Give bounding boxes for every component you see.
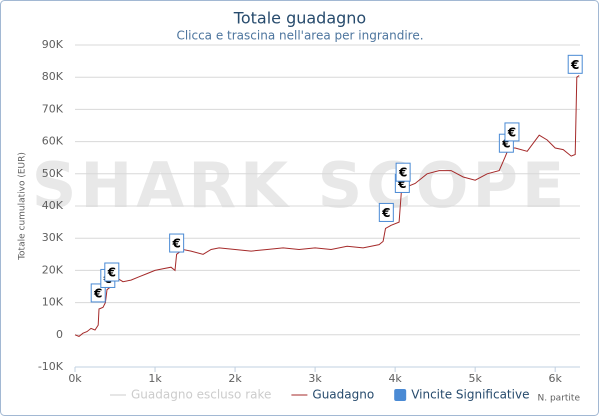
flag-box	[395, 162, 411, 182]
flag-label: €	[398, 166, 407, 180]
x-tick-label: 4k	[388, 372, 402, 385]
flag-box	[169, 233, 185, 253]
y-tick-label: 40K	[42, 199, 64, 212]
y-tick-label: -10K	[38, 360, 64, 373]
flag: €	[104, 262, 120, 282]
x-tick-label: 1k	[148, 372, 162, 385]
y-tick-label: 90K	[42, 38, 64, 51]
x-tick-label: 6k	[549, 372, 563, 385]
flag-label: €	[501, 137, 510, 151]
y-axis-title: Totale cumulativo (EUR)	[18, 152, 28, 261]
y-tick-label: 80K	[42, 70, 64, 83]
y-tick-label: 70K	[42, 102, 64, 115]
legend-label[interactable]: Vincite Significative	[411, 388, 529, 402]
flag-box	[504, 122, 520, 142]
flag-label: €	[507, 125, 516, 139]
flag: €	[395, 162, 411, 182]
flag-label: €	[397, 177, 406, 191]
flag: €	[169, 233, 185, 253]
y-tick-label: 50K	[42, 167, 64, 180]
x-tick-label: 3k	[308, 372, 322, 385]
flag: €	[90, 283, 106, 303]
series-line	[74, 75, 580, 337]
flag-box	[567, 54, 583, 74]
y-tick-label: 20K	[42, 263, 64, 276]
y-tick-label: 60K	[42, 135, 64, 148]
flag-label: €	[381, 206, 390, 220]
x-tick-label: 2k	[228, 372, 242, 385]
x-axis-title: N. partite	[538, 394, 581, 404]
x-tick-label: 0k	[68, 372, 82, 385]
y-tick-label: 0	[56, 328, 63, 341]
legend-label[interactable]: Guadagno	[312, 388, 374, 402]
watermark: SHARK SCOPE	[32, 149, 569, 222]
flag-box	[90, 283, 106, 303]
chart-title: Totale guadagno	[233, 9, 366, 28]
flag-label: €	[570, 58, 579, 72]
chart-subtitle: Clicca e trascina nell'area per ingrandi…	[176, 29, 423, 43]
flag: €	[567, 54, 583, 74]
legend-label[interactable]: Guadagno escluso rake	[131, 388, 271, 402]
y-tick-label: 30K	[42, 231, 64, 244]
flag-label: €	[107, 266, 116, 280]
flag-box	[104, 262, 120, 282]
x-tick-label: 5k	[468, 372, 482, 385]
flag-box	[378, 202, 394, 222]
flag-label: €	[171, 237, 180, 251]
flag: €	[504, 122, 520, 142]
legend-symbol	[394, 389, 407, 401]
flag-label: €	[93, 286, 102, 300]
flag: €	[378, 202, 394, 222]
y-tick-label: 10K	[42, 296, 64, 309]
